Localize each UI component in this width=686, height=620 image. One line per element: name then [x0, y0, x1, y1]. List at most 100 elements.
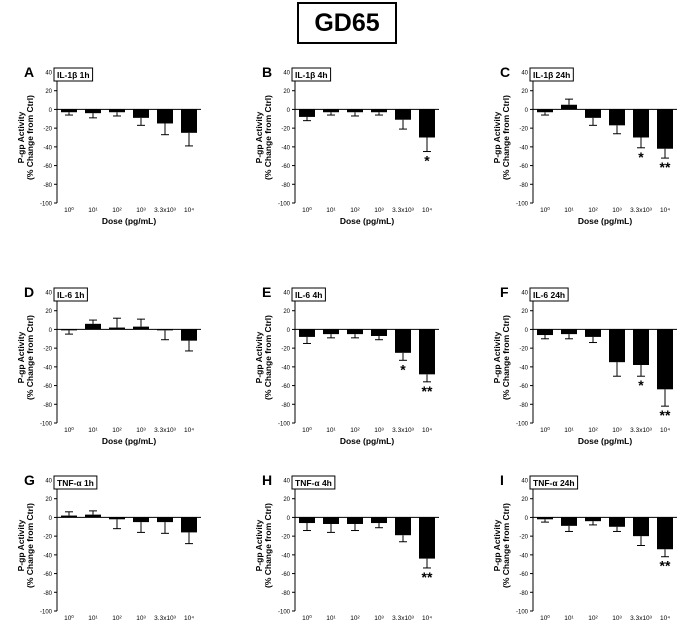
panel-title: TNF-α 24h — [533, 478, 575, 488]
bar — [323, 109, 339, 113]
y-tick-label: -40 — [281, 553, 290, 559]
x-tick-label: 10⁰ — [302, 426, 312, 434]
x-tick-label: 10³ — [136, 427, 146, 434]
y-tick-label: -80 — [281, 591, 290, 597]
bar — [395, 517, 411, 536]
y-tick-label: -100 — [40, 422, 53, 428]
y-tick-label: 0 — [287, 516, 291, 522]
bar — [181, 517, 197, 533]
bar — [371, 109, 387, 113]
x-tick-label: 10³ — [612, 615, 622, 620]
bar — [181, 329, 197, 341]
x-tick-label: 3.3x10³ — [392, 207, 415, 214]
panel-letter: F — [500, 284, 509, 300]
bar — [561, 517, 577, 526]
x-tick-label: 10⁰ — [64, 206, 74, 214]
x-tick-label: 10⁴ — [422, 207, 432, 214]
y-tick-label: 20 — [283, 309, 290, 315]
bar — [633, 329, 649, 365]
y-tick-label: -80 — [43, 183, 52, 189]
x-tick-label: 10⁴ — [422, 615, 432, 620]
y-tick-label: -80 — [519, 403, 528, 409]
y-tick-label: -60 — [43, 384, 52, 390]
bar — [157, 109, 173, 124]
panel-title-box — [529, 287, 569, 302]
bar — [323, 329, 339, 335]
x-tick-label: 10⁴ — [184, 615, 194, 620]
y-tick-label: -60 — [281, 572, 290, 578]
bar — [371, 517, 387, 524]
x-tick-label: 10⁴ — [660, 207, 670, 214]
x-tick-label: 10³ — [374, 615, 384, 620]
bar — [419, 329, 435, 375]
panel-title: TNF-α 1h — [57, 478, 94, 488]
x-tick-label: 3.3x10³ — [630, 427, 653, 434]
x-tick-label: 10³ — [612, 207, 622, 214]
y-tick-label: -100 — [278, 610, 291, 616]
x-tick-label: 10² — [350, 615, 360, 620]
x-tick-label: 10⁴ — [660, 615, 670, 620]
y-axis-label-line2: (% Change from Ctrl) — [501, 95, 511, 180]
x-tick-label: 10³ — [374, 427, 384, 434]
x-tick-label: 10³ — [136, 207, 146, 214]
x-tick-label: 10¹ — [88, 427, 98, 434]
bar — [585, 109, 601, 118]
y-tick-label: -20 — [281, 535, 290, 541]
y-tick-label: -100 — [40, 610, 53, 616]
y-tick-label: -40 — [281, 145, 290, 151]
x-tick-label: 3.3x10³ — [392, 615, 415, 620]
y-tick-label: 0 — [49, 516, 53, 522]
x-tick-label: 10⁰ — [540, 206, 550, 214]
y-axis-label-line1: P-gp Activity — [254, 111, 264, 163]
x-tick-label: 3.3x10³ — [154, 207, 177, 214]
bar — [633, 109, 649, 138]
x-tick-label: 3.3x10³ — [154, 427, 177, 434]
x-tick-label: 10⁴ — [422, 427, 432, 434]
y-tick-label: -40 — [281, 365, 290, 371]
bar — [157, 329, 173, 331]
x-tick-label: 10¹ — [564, 615, 574, 620]
bar — [561, 329, 577, 335]
panel-title: IL-6 4h — [295, 290, 322, 300]
y-tick-label: 0 — [287, 108, 291, 114]
x-tick-label: 10⁰ — [540, 614, 550, 620]
panel-letter: C — [500, 64, 510, 80]
bar — [419, 109, 435, 138]
significance-marker: * — [638, 377, 644, 393]
y-tick-label: 40 — [521, 71, 528, 77]
y-axis-label-line1: P-gp Activity — [254, 331, 264, 383]
chart-panel: -100 -80 -60 -40 -20 0 20 40 10⁰ 10¹ 10² 10³ * 3.3x10… — [254, 284, 439, 446]
bar — [561, 104, 577, 110]
bar — [609, 109, 625, 126]
x-tick-label: 10⁰ — [302, 206, 312, 214]
x-tick-label: 10² — [112, 615, 122, 620]
panel-title-box — [291, 67, 332, 82]
y-tick-label: -100 — [516, 202, 529, 208]
bar — [61, 329, 77, 331]
bar — [299, 109, 315, 117]
panel-letter: H — [262, 472, 272, 488]
y-tick-label: -80 — [519, 591, 528, 597]
x-axis-label: Dose (pg/mL) — [578, 436, 632, 446]
y-tick-label: 40 — [521, 479, 528, 485]
x-tick-label: 10² — [350, 207, 360, 214]
y-tick-label: 0 — [525, 516, 529, 522]
y-axis-label-line1: P-gp Activity — [16, 111, 26, 163]
y-tick-label: 0 — [525, 108, 529, 114]
y-tick-label: -80 — [519, 183, 528, 189]
y-tick-label: 20 — [45, 89, 52, 95]
y-tick-label: 0 — [49, 108, 53, 114]
bar — [85, 109, 101, 114]
bar — [585, 517, 601, 522]
y-axis-label-line2: (% Change from Ctrl) — [263, 315, 273, 400]
y-tick-label: -100 — [40, 202, 53, 208]
x-tick-label: 10² — [112, 427, 122, 434]
bar — [347, 517, 363, 524]
significance-marker: * — [424, 153, 430, 169]
y-tick-label: -20 — [281, 347, 290, 353]
bar — [395, 109, 411, 120]
y-tick-label: 20 — [283, 89, 290, 95]
bar — [347, 329, 363, 335]
y-tick-label: -100 — [516, 422, 529, 428]
significance-marker: ** — [660, 159, 671, 175]
